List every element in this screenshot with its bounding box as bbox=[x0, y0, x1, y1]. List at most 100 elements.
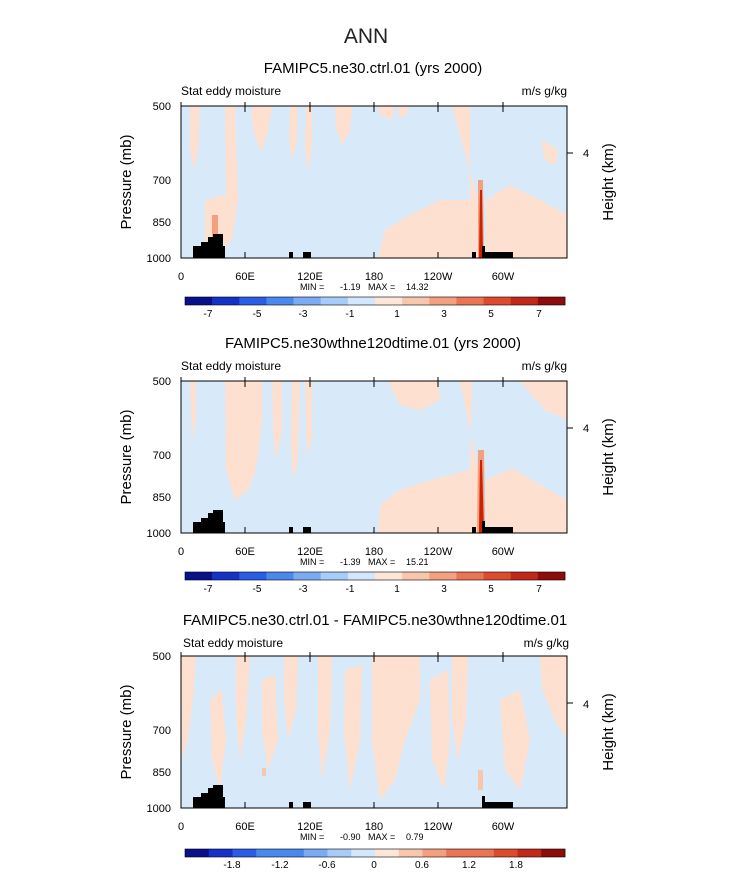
height-tick-label: 4 bbox=[583, 423, 589, 435]
x-tick-label: 0 bbox=[178, 546, 184, 558]
colorbar-label: -1.8 bbox=[223, 860, 241, 871]
positive-region bbox=[452, 656, 468, 760]
x-tick-label: 180 bbox=[365, 546, 383, 558]
contour-field bbox=[181, 381, 567, 533]
y-ticks: 500 700 850 1000 bbox=[147, 101, 171, 265]
y-ticks: 500 700 850 1000 bbox=[147, 651, 171, 815]
positive-region bbox=[252, 106, 272, 152]
colorbar-swatch bbox=[351, 849, 376, 857]
positive-region bbox=[262, 675, 278, 770]
positive-region bbox=[344, 665, 362, 790]
positive-region bbox=[181, 656, 196, 760]
colorbar-swatch bbox=[280, 849, 305, 857]
field-label: Stat eddy moisture bbox=[181, 84, 281, 98]
colorbar-label: -1 bbox=[346, 584, 355, 595]
figure-title: ANN bbox=[344, 25, 388, 48]
colorbar-swatch bbox=[347, 297, 376, 305]
positive-region bbox=[190, 381, 196, 440]
colorbar-label: 1.8 bbox=[509, 860, 523, 871]
positive-region bbox=[520, 381, 567, 420]
topography-block bbox=[472, 252, 476, 258]
field-label: Stat eddy moisture bbox=[183, 636, 283, 650]
colorbar-swatch bbox=[422, 849, 447, 857]
panel-2: FAMIPC5.ne30wthne120dtime.01 (yrs 2000) … bbox=[118, 335, 617, 595]
x-tick-label: 120E bbox=[297, 271, 323, 283]
x-ticks: 0 60E 120E 180 120W 60W bbox=[178, 546, 515, 558]
y-tick-label: 1000 bbox=[147, 253, 171, 265]
colorbar-label: 3 bbox=[441, 584, 447, 595]
min-value: -1.19 bbox=[340, 282, 361, 292]
min-label: MIN = bbox=[300, 832, 324, 842]
x-tick-label: 0 bbox=[178, 271, 184, 283]
colorbar-label: 5 bbox=[488, 309, 494, 320]
y-tick-label: 700 bbox=[153, 450, 171, 462]
units-label: m/s g/kg bbox=[522, 359, 567, 373]
colorbar-swatch bbox=[185, 572, 213, 580]
max-value: 0.79 bbox=[406, 832, 424, 842]
height-tick-label: 4 bbox=[583, 699, 589, 711]
x-tick-label: 60W bbox=[492, 821, 515, 833]
units-label: m/s g/kg bbox=[524, 636, 569, 650]
panel-1: FAMIPC5.ne30.ctrl.01 (yrs 2000) Stat edd… bbox=[118, 60, 617, 320]
colorbar-labels: -7 -5 -3 -1 1 3 5 7 bbox=[204, 584, 543, 595]
y-axis-label: Pressure (mb) bbox=[118, 409, 135, 504]
positive-region bbox=[398, 106, 408, 118]
topography bbox=[193, 510, 513, 533]
colorbar-label: -0.6 bbox=[318, 860, 336, 871]
peak-region bbox=[479, 190, 483, 258]
panel-title: FAMIPC5.ne30.ctrl.01 - FAMIPC5.ne30wthne… bbox=[183, 612, 567, 629]
colorbar-swatch bbox=[347, 572, 376, 580]
y-tick-label: 1000 bbox=[147, 528, 171, 540]
max-label: MAX = bbox=[368, 557, 395, 567]
colorbar-border bbox=[184, 296, 566, 306]
units-label: m/s g/kg bbox=[522, 84, 567, 98]
positive-region bbox=[210, 690, 226, 790]
colorbar-label: -5 bbox=[253, 309, 262, 320]
x-tick-label: 60E bbox=[235, 821, 255, 833]
y-tick-label: 700 bbox=[153, 175, 171, 187]
x-ticks: 0 60E 120E 180 120W 60W bbox=[178, 821, 515, 833]
y-tick-label: 1000 bbox=[147, 803, 171, 815]
max-value: 14.32 bbox=[406, 282, 429, 292]
colorbar-swatch bbox=[483, 297, 512, 305]
min-label: MIN = bbox=[300, 557, 324, 567]
colorbar-labels: -1.8 -1.2 -0.6 0 0.6 1.2 1.8 bbox=[223, 860, 523, 871]
colorbar-swatch bbox=[266, 297, 294, 305]
topography-block bbox=[193, 785, 225, 808]
colorbar-label: -7 bbox=[204, 309, 213, 320]
positive-region bbox=[372, 656, 420, 800]
colorbar-swatch bbox=[470, 849, 495, 857]
colorbar-swatch bbox=[537, 572, 566, 580]
x-tick-label: 60W bbox=[492, 271, 515, 283]
contour-field bbox=[181, 106, 567, 258]
colorbar-label: 1 bbox=[394, 309, 400, 320]
colorbar-swatch bbox=[212, 297, 240, 305]
colorbar-swatch bbox=[429, 297, 457, 305]
peak-region bbox=[262, 768, 266, 776]
colorbar-label: 5 bbox=[488, 584, 494, 595]
colorbar-swatch bbox=[398, 849, 423, 857]
topography-block bbox=[193, 510, 225, 533]
colorbar-swatch bbox=[212, 572, 240, 580]
height-tick-label: 4 bbox=[583, 148, 589, 160]
positive-region bbox=[236, 656, 250, 760]
x-tick-label: 120E bbox=[297, 821, 323, 833]
colorbar-swatch bbox=[446, 849, 471, 857]
colorbar bbox=[184, 296, 566, 306]
positive-region bbox=[318, 656, 332, 780]
topography-block bbox=[482, 246, 513, 258]
colorbar-label: 0.6 bbox=[415, 860, 429, 871]
panel-3: FAMIPC5.ne30.ctrl.01 - FAMIPC5.ne30wthne… bbox=[118, 612, 617, 871]
colorbar-swatch bbox=[375, 572, 403, 580]
colorbar-swatch bbox=[239, 297, 267, 305]
colorbar-swatch bbox=[320, 572, 349, 580]
colorbar-label: -1 bbox=[346, 309, 355, 320]
positive-region bbox=[430, 670, 450, 790]
topography-block bbox=[482, 521, 513, 533]
max-label: MAX = bbox=[368, 282, 395, 292]
positive-region bbox=[225, 381, 262, 500]
positive-region bbox=[542, 140, 558, 165]
colorbar-label: 3 bbox=[441, 309, 447, 320]
y-tick-label: 850 bbox=[153, 492, 171, 504]
